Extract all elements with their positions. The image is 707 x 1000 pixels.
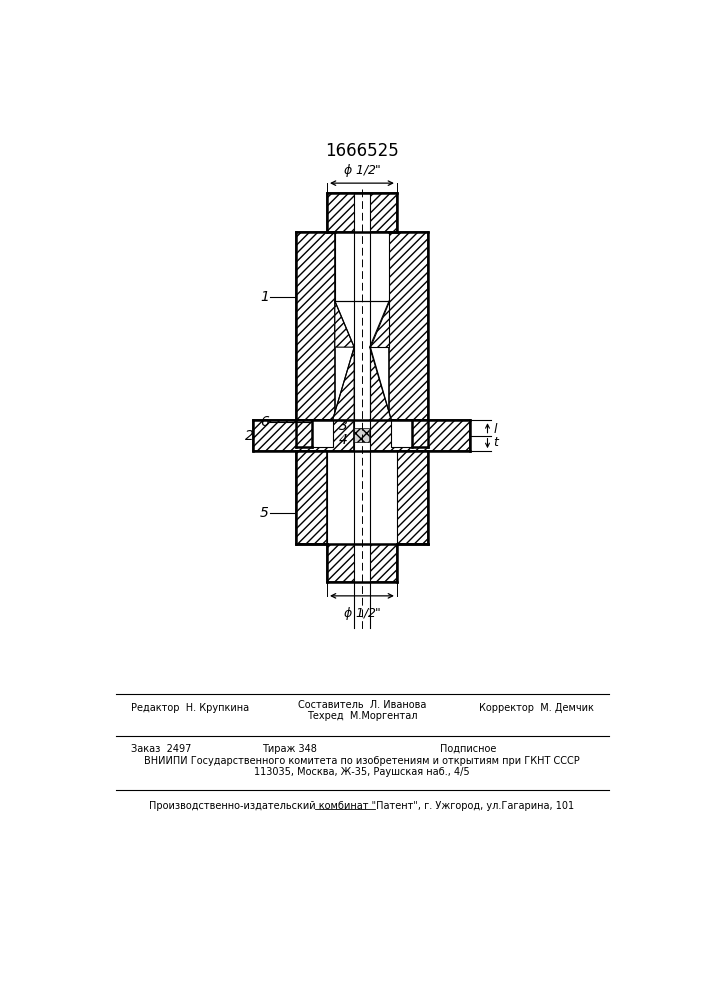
Text: Составитель  Л. Иванова: Составитель Л. Иванова xyxy=(298,700,426,710)
Bar xyxy=(312,420,332,447)
Text: 4: 4 xyxy=(339,433,348,447)
Bar xyxy=(412,420,428,447)
Bar xyxy=(392,420,412,447)
Text: 1: 1 xyxy=(260,290,269,304)
Text: Техред  М.Моргентал: Техред М.Моргентал xyxy=(307,711,417,721)
Text: 1666525: 1666525 xyxy=(325,142,399,160)
Text: 2: 2 xyxy=(245,429,253,443)
Text: l: l xyxy=(493,423,497,436)
Bar xyxy=(253,420,354,451)
Text: Производственно-издательский комбинат "Патент", г. Ужгород, ул.Гагарина, 101: Производственно-издательский комбинат "П… xyxy=(149,801,575,811)
Text: $\phi$ 1/2": $\phi$ 1/2" xyxy=(343,162,381,179)
Text: 6: 6 xyxy=(260,415,269,429)
Bar xyxy=(389,232,428,420)
Bar xyxy=(327,544,397,582)
Bar xyxy=(327,193,397,232)
Text: $\phi$ 1/2": $\phi$ 1/2" xyxy=(343,605,381,622)
Text: t: t xyxy=(493,436,498,449)
Text: Подписное: Подписное xyxy=(440,744,496,754)
Bar xyxy=(327,451,397,544)
Bar xyxy=(354,193,370,232)
Bar xyxy=(296,451,327,544)
Text: Заказ  2497: Заказ 2497 xyxy=(131,744,192,754)
Text: Корректор  М. Демчик: Корректор М. Демчик xyxy=(479,703,594,713)
Text: 5: 5 xyxy=(260,506,269,520)
Bar xyxy=(335,232,389,301)
Text: ВНИИПИ Государственного комитета по изобретениям и открытиям при ГКНТ СССР: ВНИИПИ Государственного комитета по изоб… xyxy=(144,756,580,766)
Bar xyxy=(397,451,428,544)
Text: Тираж 348: Тираж 348 xyxy=(262,744,317,754)
Text: Редактор  Н. Крупкина: Редактор Н. Крупкина xyxy=(131,703,249,713)
Polygon shape xyxy=(370,347,392,420)
Bar xyxy=(354,428,369,442)
Bar xyxy=(370,420,470,451)
Text: 3: 3 xyxy=(339,419,348,433)
Bar xyxy=(296,232,335,420)
Polygon shape xyxy=(370,301,389,347)
Bar xyxy=(354,544,370,582)
Bar xyxy=(354,420,370,451)
Text: 113035, Москва, Ж-35, Раушская наб., 4/5: 113035, Москва, Ж-35, Раушская наб., 4/5 xyxy=(254,767,469,777)
Bar xyxy=(296,420,312,447)
Polygon shape xyxy=(332,347,354,420)
Polygon shape xyxy=(335,301,354,347)
